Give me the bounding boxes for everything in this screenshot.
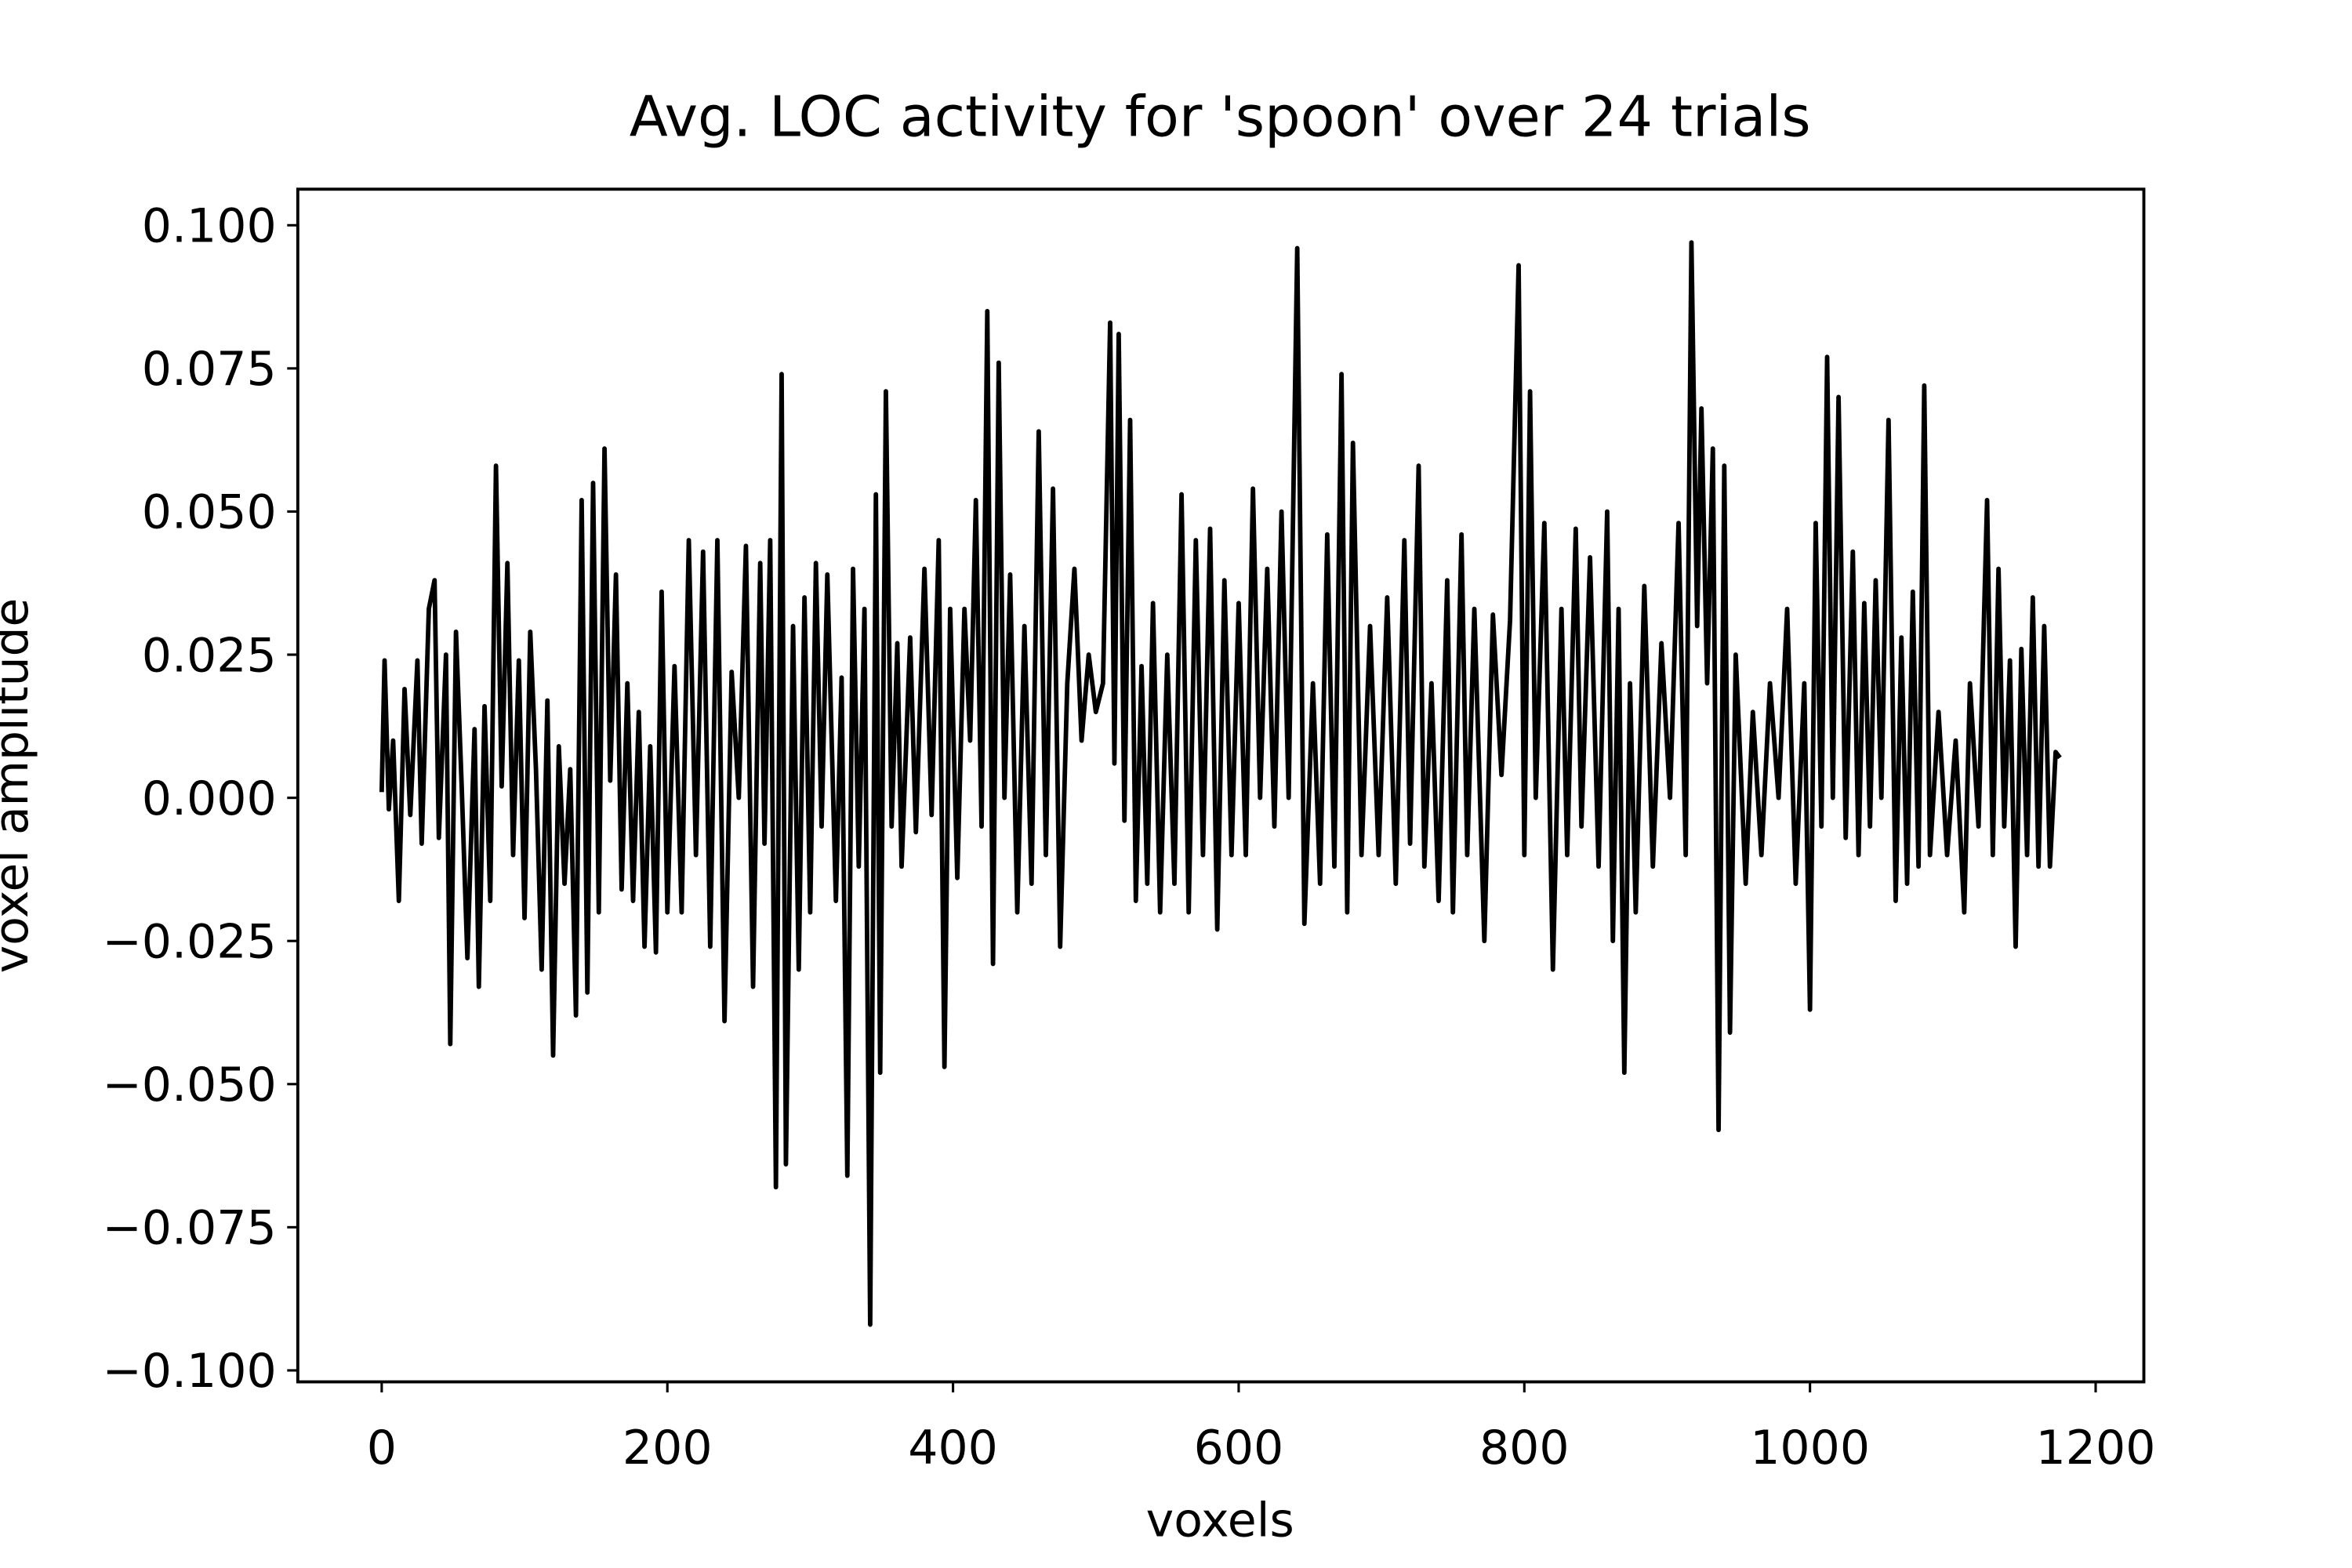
x-tick-label: 400 bbox=[908, 1421, 998, 1475]
data-line bbox=[379, 240, 2062, 1327]
x-tick-label: 1000 bbox=[1750, 1421, 1870, 1475]
x-tick-label: 800 bbox=[1479, 1421, 1570, 1475]
y-tick-label: −0.100 bbox=[102, 1344, 276, 1399]
y-tick-label: 0.075 bbox=[142, 342, 277, 397]
x-tick-label: 600 bbox=[1194, 1421, 1284, 1475]
y-tick-label: −0.075 bbox=[102, 1201, 276, 1256]
x-tick-label: 0 bbox=[367, 1421, 397, 1475]
y-axis-label: voxel amplitude bbox=[0, 598, 39, 974]
x-tick-label: 1200 bbox=[2036, 1421, 2156, 1475]
y-tick-label: −0.050 bbox=[102, 1058, 276, 1112]
y-tick-label: 0.100 bbox=[142, 199, 277, 254]
y-tick-label: 0.000 bbox=[142, 771, 277, 826]
y-tick-label: 0.025 bbox=[142, 628, 277, 683]
y-tick-label: 0.050 bbox=[142, 485, 277, 540]
x-axis-label: voxels bbox=[1146, 1494, 1294, 1548]
x-tick-label: 200 bbox=[622, 1421, 713, 1475]
y-tick-label: −0.025 bbox=[102, 915, 276, 970]
plot-frame bbox=[296, 187, 2146, 1384]
chart-title: Avg. LOC activity for 'spoon' over 24 tr… bbox=[630, 85, 1811, 150]
